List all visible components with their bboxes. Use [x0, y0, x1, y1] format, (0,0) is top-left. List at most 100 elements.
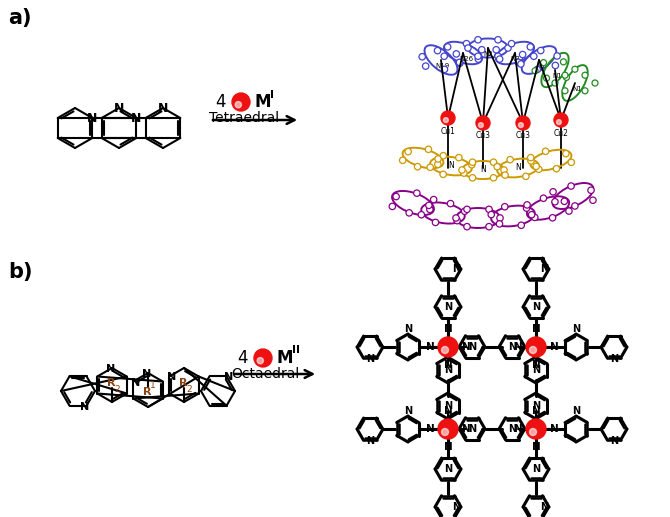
Circle shape: [509, 40, 515, 47]
Text: N: N: [404, 406, 412, 416]
Circle shape: [456, 60, 463, 67]
Circle shape: [430, 196, 437, 203]
Circle shape: [500, 167, 507, 173]
Circle shape: [541, 59, 547, 66]
Circle shape: [518, 222, 525, 229]
Text: Cu1: Cu1: [441, 127, 456, 135]
Circle shape: [427, 164, 433, 171]
Circle shape: [554, 53, 560, 59]
Text: N: N: [549, 342, 558, 352]
Circle shape: [414, 163, 421, 170]
Circle shape: [475, 37, 481, 43]
Circle shape: [464, 206, 470, 212]
Text: N: N: [531, 360, 541, 370]
Circle shape: [533, 163, 539, 170]
Text: N: N: [462, 342, 470, 352]
Circle shape: [572, 66, 578, 72]
Circle shape: [496, 221, 502, 227]
Circle shape: [557, 119, 561, 125]
Circle shape: [531, 214, 538, 221]
Text: N: N: [532, 302, 540, 312]
Circle shape: [456, 155, 462, 161]
Text: N27: N27: [483, 51, 497, 57]
Circle shape: [254, 349, 272, 367]
Text: N: N: [531, 406, 541, 416]
Text: N: N: [366, 354, 374, 364]
Circle shape: [495, 53, 501, 59]
Circle shape: [444, 118, 448, 123]
Text: N: N: [366, 436, 374, 446]
Circle shape: [562, 88, 568, 94]
Circle shape: [465, 45, 471, 51]
Circle shape: [582, 88, 588, 94]
Circle shape: [527, 155, 534, 161]
Text: N: N: [572, 324, 580, 334]
Text: N: N: [572, 406, 580, 416]
Text: N: N: [444, 302, 452, 312]
Circle shape: [565, 208, 572, 214]
Text: N: N: [425, 342, 434, 352]
Circle shape: [550, 189, 556, 195]
Circle shape: [563, 150, 569, 157]
Text: N: N: [158, 102, 168, 115]
Circle shape: [529, 211, 535, 218]
Circle shape: [529, 346, 537, 354]
Text: N: N: [444, 360, 452, 370]
Text: N: N: [531, 442, 541, 452]
Circle shape: [507, 157, 513, 163]
Text: Cu3: Cu3: [515, 131, 531, 141]
Text: M: M: [277, 349, 293, 367]
Circle shape: [435, 161, 441, 168]
Text: N: N: [514, 342, 523, 352]
Text: N26: N26: [459, 56, 473, 62]
Circle shape: [399, 157, 406, 163]
Text: R: R: [179, 378, 187, 388]
Circle shape: [440, 153, 446, 159]
Circle shape: [537, 48, 544, 54]
Circle shape: [572, 203, 578, 209]
Circle shape: [393, 193, 399, 200]
Circle shape: [553, 165, 559, 172]
Circle shape: [542, 148, 549, 155]
Circle shape: [552, 62, 559, 69]
Text: M: M: [255, 93, 271, 111]
Text: Tetraedral: Tetraedral: [209, 111, 279, 125]
Text: N1: N1: [572, 86, 582, 92]
Circle shape: [406, 210, 412, 216]
Circle shape: [232, 93, 250, 111]
Text: Cu2: Cu2: [553, 129, 568, 138]
Circle shape: [478, 47, 485, 53]
Circle shape: [475, 56, 482, 63]
Text: R: R: [107, 378, 115, 388]
Circle shape: [592, 80, 598, 86]
Circle shape: [464, 223, 470, 230]
Circle shape: [413, 190, 420, 196]
Text: N: N: [167, 373, 176, 383]
Circle shape: [526, 419, 546, 439]
Circle shape: [448, 201, 454, 207]
Circle shape: [478, 123, 483, 128]
Circle shape: [543, 75, 549, 81]
Circle shape: [563, 74, 570, 80]
Text: b): b): [8, 262, 33, 282]
Circle shape: [438, 419, 458, 439]
Text: N: N: [114, 102, 124, 115]
Text: N: N: [515, 163, 521, 173]
Circle shape: [519, 51, 526, 58]
Circle shape: [462, 208, 468, 215]
Text: N: N: [425, 424, 434, 434]
Circle shape: [494, 163, 500, 170]
Circle shape: [532, 68, 538, 74]
Text: N: N: [80, 402, 89, 412]
Text: N: N: [131, 113, 141, 126]
Circle shape: [486, 223, 492, 230]
Circle shape: [524, 202, 530, 208]
Circle shape: [257, 358, 263, 364]
Text: N1: N1: [536, 63, 546, 69]
Circle shape: [560, 59, 566, 65]
Circle shape: [419, 54, 425, 60]
Text: N: N: [87, 112, 98, 125]
Circle shape: [505, 45, 511, 51]
Circle shape: [442, 66, 448, 72]
Text: N32: N32: [510, 56, 524, 62]
